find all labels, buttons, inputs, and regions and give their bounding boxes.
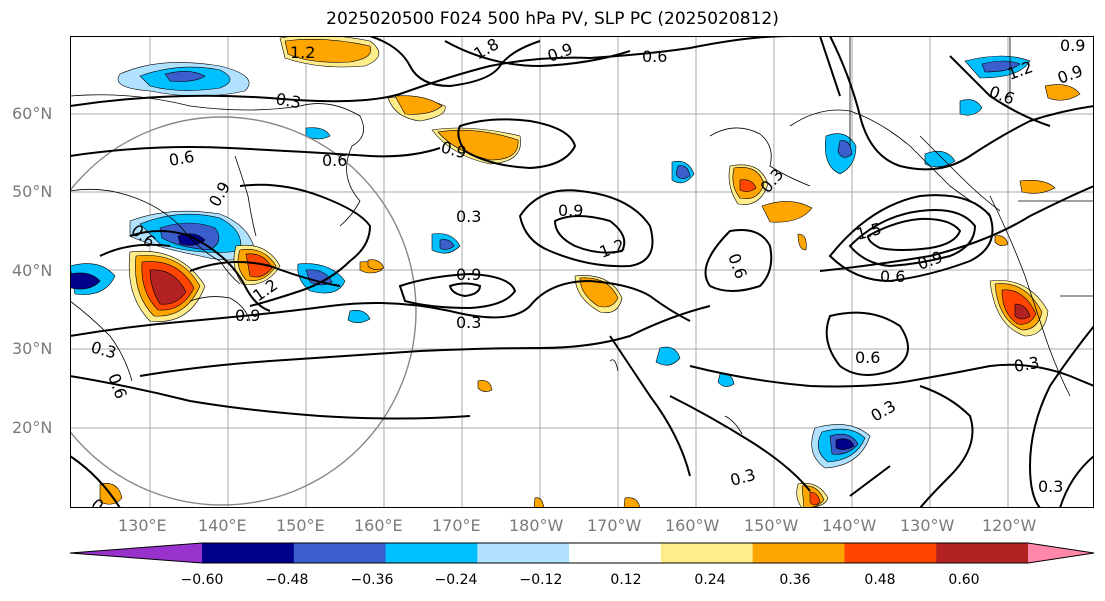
- map-title: 2025020500 F024 500 hPa PV, SLP PC (2025…: [326, 9, 779, 29]
- colorbar-outline: [69, 542, 1095, 564]
- lon-label: 130°E: [118, 516, 167, 535]
- graticule: [70, 36, 1094, 508]
- contour-label: 1.8: [471, 36, 503, 63]
- colorbar-extend-min: [70, 543, 202, 563]
- colorbar-tick-label: −0.60: [180, 572, 224, 588]
- contour-label: 0.9: [1060, 36, 1085, 55]
- colorbar-segment: [385, 543, 478, 563]
- contour-label: 0.9: [558, 201, 583, 220]
- colorbar-segment: [569, 543, 662, 563]
- lat-label: 40°N: [12, 261, 53, 280]
- lon-label: 130°W: [900, 516, 955, 535]
- pv-shading: [70, 36, 1081, 508]
- contour-label: 0.6: [167, 147, 195, 170]
- colorbar-tick-label: 0.48: [864, 572, 896, 588]
- lat-label: 20°N: [12, 418, 53, 437]
- contour-label: 1.5: [854, 219, 884, 244]
- colorbar-tick-label: 0.36: [779, 572, 811, 588]
- colorbar-tick-label: 0.60: [948, 572, 980, 588]
- contour-label: 0.3: [728, 465, 758, 490]
- lon-label: 120°W: [982, 516, 1037, 535]
- colorbar-segment: [660, 543, 754, 563]
- contour-label: 0.6: [104, 371, 131, 401]
- contour-label: 0.6: [855, 348, 880, 367]
- contour-label: 0.3: [868, 396, 900, 425]
- lon-label: 160°E: [354, 516, 403, 535]
- contour-label: 0.3: [1038, 477, 1063, 496]
- contour-label: 1.2: [597, 235, 627, 262]
- contour-label: 0.6: [322, 151, 347, 170]
- lon-label: 170°E: [432, 516, 481, 535]
- colorbar-extend-max: [1028, 543, 1094, 563]
- lat-label: 30°N: [12, 339, 53, 358]
- range-ring: [70, 116, 417, 506]
- lon-label: 150°W: [744, 516, 799, 535]
- contour-label: 1.2: [290, 43, 315, 62]
- contour-label: 0.3: [1012, 353, 1040, 376]
- contour-label: 0.9: [1055, 61, 1085, 88]
- colorbar-segments: [69, 542, 1095, 564]
- contour-label: 0.6: [724, 251, 751, 281]
- colorbar-tick-label: −0.36: [350, 572, 394, 588]
- lon-label: 170°W: [587, 516, 642, 535]
- lon-label: 180°W: [509, 516, 564, 535]
- contour-label: 0.6: [880, 267, 905, 286]
- contour-label: 0.3: [456, 313, 481, 332]
- contour-label: 0.9: [235, 306, 260, 325]
- colorbar-segment: [844, 543, 937, 563]
- colorbar-segment: [477, 543, 570, 563]
- map-frame: [70, 36, 1094, 508]
- colorbar-segment: [752, 543, 845, 563]
- lon-label: 140°E: [198, 516, 247, 535]
- colorbar-tick-label: −0.48: [265, 572, 309, 588]
- lon-label: 150°E: [276, 516, 325, 535]
- lon-label: 140°W: [822, 516, 877, 535]
- coastlines: [70, 36, 1094, 435]
- slp-contours: [70, 36, 1094, 508]
- contour-label: 0.3: [274, 89, 302, 112]
- contour-label: 0.3: [456, 207, 481, 226]
- contour-label: 0.9: [205, 178, 234, 210]
- contour-label: 0.9: [456, 265, 481, 284]
- map-panel: 0.3 0.3 0.3 0.3 0.3 0.3 0.3 0.3 0.3 0.3 …: [70, 36, 1094, 508]
- contour-label: 0.9: [545, 39, 575, 66]
- contour-label: 0.6: [642, 47, 667, 66]
- colorbar-segment: [293, 543, 387, 563]
- contour-label: 0.6: [987, 82, 1017, 109]
- lat-label: 50°N: [12, 182, 53, 201]
- colorbar-tick-label: 0.24: [694, 572, 726, 588]
- colorbar-tick-label: 0.12: [610, 572, 642, 588]
- colorbar-tick-label: −0.12: [519, 572, 563, 588]
- lon-label: 160°W: [665, 516, 720, 535]
- lat-label: 60°N: [12, 104, 53, 123]
- colorbar-tick-label: −0.24: [434, 572, 478, 588]
- colorbar-segment: [202, 543, 295, 563]
- colorbar: [69, 542, 1095, 564]
- colorbar-segment: [936, 543, 1029, 563]
